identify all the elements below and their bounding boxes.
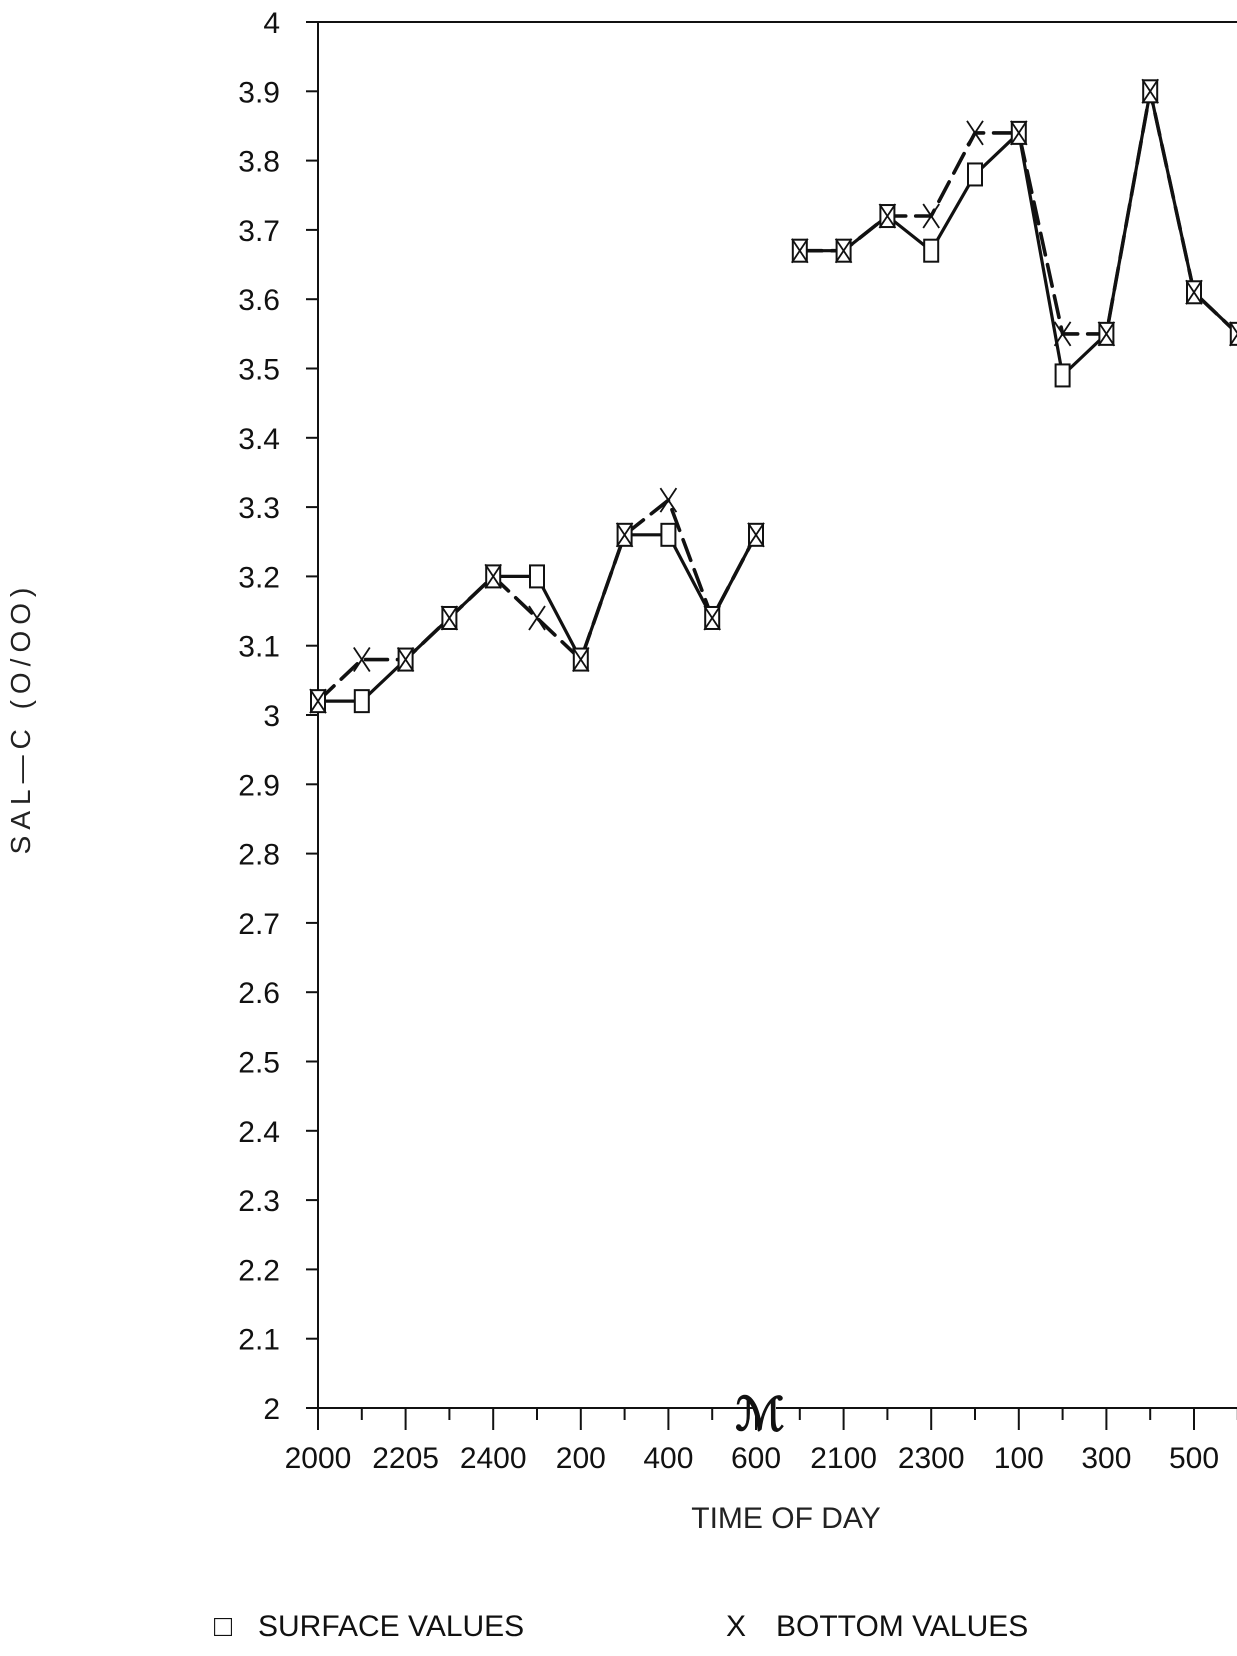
bottom-point [922, 203, 940, 229]
y-axis-title: SAL—C (O/OO) [5, 582, 36, 855]
bottom-point [484, 563, 502, 589]
y-tick-label: 2.8 [238, 839, 280, 872]
x-tick-label: 600 [731, 1442, 781, 1475]
y-tick-label: 3.8 [238, 146, 280, 179]
bottom-point-stroke [309, 688, 327, 714]
bottom-point-stroke [659, 487, 678, 513]
surface-point [967, 162, 983, 187]
surface-point [529, 564, 545, 589]
bottom-point-stroke [615, 522, 634, 548]
bottom-point-stroke [922, 203, 940, 229]
bottom-point [1229, 321, 1237, 347]
x-tick-label: 100 [994, 1442, 1044, 1475]
y-tick-label: 3.2 [238, 561, 280, 594]
bottom-point [834, 238, 853, 264]
y-tick-label: 3.1 [238, 631, 280, 664]
bottom-series-line [798, 89, 1237, 336]
surface-point [923, 238, 940, 263]
plot-frame [317, 21, 1237, 1409]
x-tick-label: 200 [556, 1442, 606, 1475]
y-tick-label: 2.1 [238, 1324, 280, 1357]
bottom-point [615, 522, 634, 548]
y-tick-label: 2.9 [238, 769, 280, 802]
bottom-point-stroke [878, 203, 897, 229]
y-tick-label: 3.9 [238, 76, 280, 109]
bottom-point-stroke [1229, 333, 1237, 347]
x-tick-label: 2400 [460, 1442, 527, 1475]
bottom-point [528, 605, 546, 631]
legend: □ SURFACE VALUES X BOTTOM VALUES [214, 1610, 1028, 1643]
y-tick-label: 2.3 [238, 1185, 280, 1218]
bottom-point-stroke [1185, 279, 1203, 305]
legend-surface-symbol: □ [214, 1610, 233, 1643]
bottom-point [659, 487, 678, 513]
bottom-point-stroke [353, 647, 371, 673]
bottom-point [396, 647, 415, 673]
y-axis: 2 2.1 2.2 2.3 2.4 2.5 2.6 2.7 2.8 2.9 3 3.1 3.2 3.3 3.… [238, 7, 318, 1426]
x-tick-label: 2000 [285, 1442, 352, 1475]
bottom-point-stroke [1141, 78, 1159, 104]
bottom-point [878, 203, 897, 229]
x-axis: 2000 2205 2400 200 400 600 2100 2300 100 300 500 [285, 1408, 1237, 1475]
x-tick-label: 500 [1169, 1442, 1219, 1475]
y-tick-label: 3.5 [238, 354, 280, 387]
y-tick-label: 2.2 [238, 1254, 280, 1287]
bottom-point [1010, 120, 1028, 146]
bottom-point-stroke [484, 563, 502, 589]
bottom-point-stroke [747, 522, 765, 548]
bottom-point-stroke [834, 238, 853, 264]
bottom-point [1097, 321, 1116, 347]
bottom-point-stroke [966, 120, 984, 146]
y-tick-label: 2 [263, 1393, 280, 1426]
bottom-point [1141, 78, 1159, 104]
legend-surface-label: SURFACE VALUES [258, 1610, 524, 1643]
y-tick-label: 2.4 [238, 1116, 280, 1149]
bottom-point-stroke [1229, 321, 1237, 335]
surface-point [353, 689, 370, 714]
surface-point [1054, 363, 1071, 388]
bottom-point [747, 522, 765, 548]
bottom-point [440, 605, 459, 631]
y-tick-label: 2.7 [238, 908, 280, 941]
bottom-point [309, 688, 327, 714]
x-axis-title: TIME OF DAY [691, 1502, 880, 1535]
y-tick-label: 4 [263, 7, 280, 40]
y-tick-label: 3.4 [238, 423, 280, 456]
bottom-point-stroke [703, 605, 721, 631]
bottom-point [703, 605, 721, 631]
y-tick-label: 3.6 [238, 284, 280, 317]
bottom-point-stroke [440, 605, 459, 631]
y-tick-label: 2.5 [238, 1047, 280, 1080]
x-tick-label: 400 [643, 1442, 693, 1475]
surface-point [660, 522, 677, 547]
y-tick-label: 3.7 [238, 215, 280, 248]
x-tick-label: 2100 [810, 1442, 877, 1475]
bottom-point [1053, 321, 1072, 347]
y-tick-label: 2.6 [238, 977, 280, 1010]
bottom-point-stroke [1010, 120, 1028, 146]
bottom-point-stroke [396, 647, 415, 673]
y-tick-label: 3 [263, 700, 280, 733]
surface-point [1229, 321, 1237, 346]
axis-break-symbol: ℳ [735, 1387, 784, 1441]
legend-bottom-symbol: X [726, 1610, 746, 1643]
y-tick-label: 3.3 [238, 492, 280, 525]
bottom-point [791, 238, 809, 264]
bottom-point-stroke [572, 647, 590, 673]
bottom-point-stroke [1097, 321, 1116, 347]
bottom-point-stroke [1053, 321, 1072, 347]
x-tick-label: 2205 [372, 1442, 439, 1475]
bottom-point-stroke [528, 605, 546, 631]
bottom-point-stroke [791, 238, 809, 264]
bottom-point [572, 647, 590, 673]
series-markers [309, 78, 1237, 714]
bottom-point [353, 647, 371, 673]
legend-bottom-label: BOTTOM VALUES [776, 1610, 1028, 1643]
x-tick-label: 300 [1081, 1442, 1131, 1475]
bottom-point [1185, 279, 1203, 305]
bottom-series-line [316, 498, 758, 703]
x-tick-label: 2300 [898, 1442, 965, 1475]
bottom-point [966, 120, 984, 146]
